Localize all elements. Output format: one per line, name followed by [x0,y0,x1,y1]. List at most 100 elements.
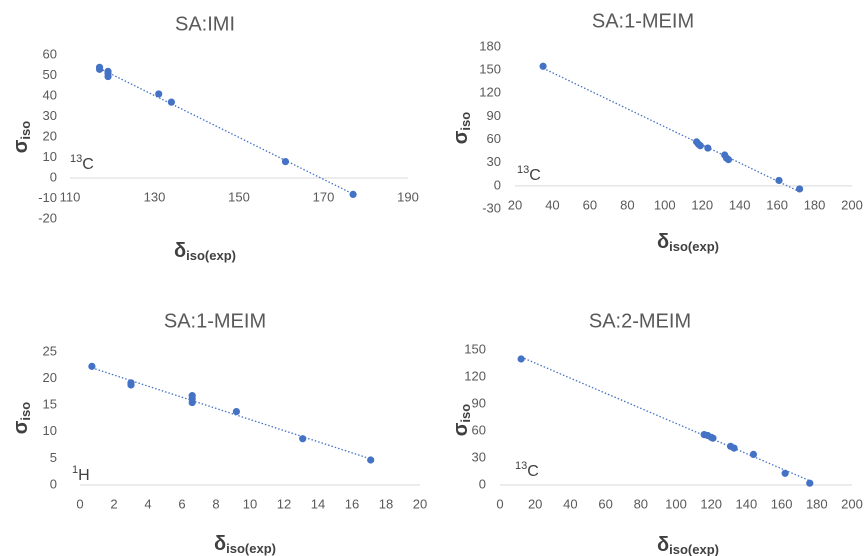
y-tick-label: 10 [43,149,57,164]
data-point [775,176,783,185]
y-tick-label: 20 [43,370,57,385]
y-axis-label-main: σ [10,139,32,153]
x-tick-label: 40 [545,197,559,212]
x-tick-label: 150 [228,189,250,204]
data-point [806,479,814,487]
x-tick-label: 170 [313,189,335,204]
x-tick-label: 200 [841,496,863,511]
data-point [188,398,196,407]
x-tick-label: 0 [496,496,503,511]
annotation: 1H [72,464,90,484]
data-point [730,444,738,452]
x-tick-label: 6 [178,496,185,511]
x-tick-label: 100 [654,197,676,212]
y-tick-label: -30 [482,200,501,215]
x-tick-label: 180 [804,197,826,212]
annotation: 13C [70,153,94,173]
x-tick-label: 10 [243,496,257,511]
data-point [155,90,163,98]
x-tick-label: 14 [311,496,325,511]
x-axis-label-sub: iso(exp) [186,248,236,263]
y-tick-label: 150 [479,62,501,77]
y-tick-label: 60 [472,422,486,437]
data-point [781,469,789,477]
y-tick-label: 30 [472,449,486,464]
x-axis-label: δiso(exp) [657,231,719,254]
annotation-sup: 13 [70,153,82,165]
y-tick-label: -10 [38,190,57,205]
x-tick-label: 20 [413,496,427,511]
y-tick-label: 40 [43,87,57,102]
x-axis-label: δiso(exp) [657,534,719,556]
x-tick-label: 4 [144,496,151,511]
x-tick-label: 140 [736,496,758,511]
data-point [724,156,733,164]
chart-title: SA:1-MEIM [164,310,266,332]
y-tick-label: 0 [50,476,57,491]
annotation-text: C [82,156,94,173]
y-tick-label: 50 [43,67,57,82]
y-tick-label: 0 [494,177,501,192]
data-point [104,72,112,81]
y-tick-label: 20 [43,128,57,143]
data-point [539,62,547,70]
annotation-sup: 1 [72,464,78,476]
x-tick-label: 120 [691,197,713,212]
x-tick-label: 140 [729,197,751,212]
x-axis-label-main: δ [174,240,186,262]
y-axis-label-sub: iso [18,121,33,140]
x-tick-label: 20 [528,496,542,511]
x-axis-label: δiso(exp) [174,240,236,263]
y-axis-label: σiso [450,112,473,145]
chart-title: SA:1-MEIM [592,10,694,32]
x-tick-label: 8 [212,496,219,511]
y-axis-label: σiso [10,402,33,435]
data-point [349,190,357,198]
data-point [795,185,804,193]
y-tick-label: 30 [43,108,57,123]
x-tick-label: 20 [508,197,522,212]
x-axis-label: δiso(exp) [214,533,276,556]
y-tick-label: 60 [43,46,57,61]
data-point [232,407,240,416]
x-tick-label: 120 [700,496,722,511]
y-tick-label: 30 [487,154,501,169]
annotation-text: C [527,463,539,480]
data-point [749,450,758,458]
data-point [709,434,717,442]
x-tick-label: 0 [76,496,83,511]
x-axis-label-main: δ [657,534,669,556]
y-axis-label-main: σ [450,422,472,436]
x-tick-label: 60 [598,496,612,511]
y-tick-label: 120 [479,85,501,100]
annotation-sup: 13 [517,164,529,176]
data-point [704,144,712,152]
y-axis-label: σiso [450,404,473,437]
y-tick-label: 10 [43,423,57,438]
data-point [696,142,704,150]
annotation-text: C [529,167,541,184]
y-tick-label: 90 [487,108,501,123]
x-axis-label-sub: iso(exp) [669,542,719,556]
x-tick-label: 160 [771,496,793,511]
y-tick-label: 0 [479,476,486,491]
trendline [99,67,354,195]
x-tick-label: 200 [841,197,863,212]
x-axis-label-sub: iso(exp) [669,239,719,254]
data-point [281,158,290,166]
chart-title: SA:IMI [175,13,235,35]
x-tick-label: 110 [60,189,81,204]
y-tick-label: 25 [43,343,57,358]
data-point [517,355,525,363]
data-point [167,98,175,106]
y-axis-label-main: σ [450,130,472,144]
annotation: 13C [517,164,541,184]
x-axis-label-sub: iso(exp) [226,541,276,556]
annotation-text: H [78,467,90,484]
y-axis-label-main: σ [10,420,32,434]
y-tick-label: 120 [464,368,486,383]
trendline [542,67,800,193]
trendline [520,356,811,482]
